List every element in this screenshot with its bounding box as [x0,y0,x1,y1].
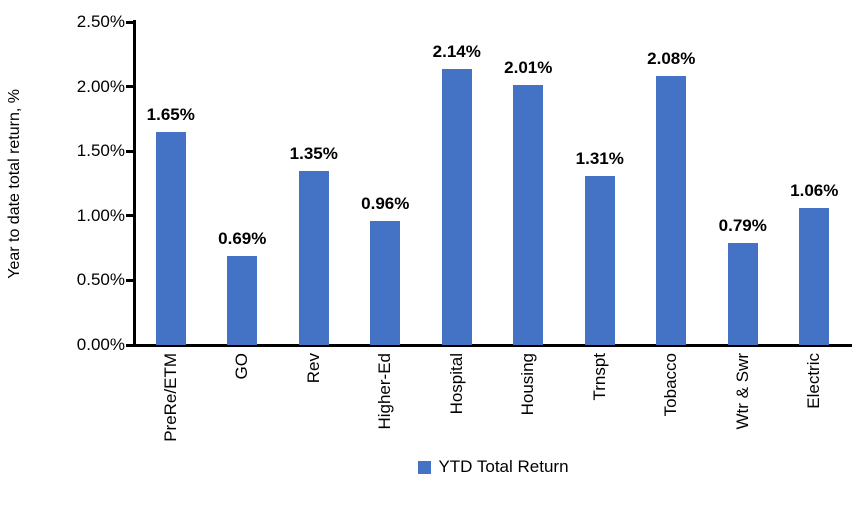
y-axis-title: Year to date total return, % [6,88,23,279]
bar-value-label: 1.06% [790,181,839,201]
bar-value-label: 1.31% [575,148,624,168]
x-category-label: Housing [518,353,538,416]
y-tick-mark [126,20,134,24]
bar-electric [799,208,830,345]
x-category-label: Electric [804,353,824,409]
x-category-label: PreRe/ETM [160,353,180,442]
bar-value-label: 2.01% [504,58,553,78]
bar-value-label: 1.65% [146,104,195,124]
y-tick-label: 0.50% [76,270,125,290]
legend: YTD Total Return [135,457,852,477]
x-category-label: Hospital [446,353,466,415]
x-category-label: Higher-Ed [375,353,395,430]
y-tick-label: 2.00% [76,76,125,96]
bar-trnspt [584,175,615,345]
y-tick-label: 0.00% [76,335,125,354]
bar-prere-etm [155,131,186,345]
bar-value-label: 0.69% [218,228,267,248]
bar-higher-ed [370,220,401,345]
bar-rev [298,170,329,345]
bar-value-label: 0.96% [361,193,410,213]
y-axis-title-box: Year to date total return, % [2,22,28,345]
y-tick-mark [126,85,134,89]
bar-value-label: 1.35% [289,143,338,163]
x-axis-line [126,344,852,347]
y-tick-mark [126,278,134,282]
y-tick-mark [126,214,134,218]
x-category-label: Tobacco [661,353,681,417]
bar-value-label: 2.08% [647,49,696,69]
bar-hospital [441,68,472,345]
x-category-label: Rev [303,353,323,384]
bar-tobacco [656,76,687,345]
y-tick-label: 1.00% [76,205,125,225]
y-tick-label: 2.50% [76,12,125,31]
bar-wtr-swr [727,242,758,345]
x-category-label: Trnspt [589,353,609,401]
x-category-label: GO [232,353,252,380]
bar-go [227,255,258,345]
y-axis-line [133,20,136,347]
bar-housing [513,85,544,345]
legend-marker-icon [418,460,432,474]
y-tick-label: 1.50% [76,141,125,161]
x-category-label: Wtr & Swr [732,353,752,430]
bar-value-label: 2.14% [432,41,481,61]
bar-value-label: 0.79% [718,215,767,235]
y-tick-mark [126,343,134,347]
legend-label: YTD Total Return [438,457,569,476]
y-tick-mark [126,149,134,153]
